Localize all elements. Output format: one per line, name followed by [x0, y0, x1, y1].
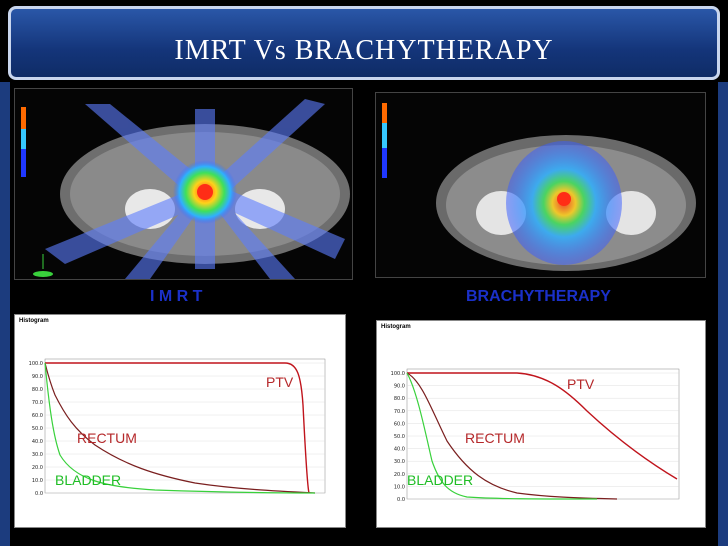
left_dvh-ytick: 90.0 — [32, 374, 43, 380]
imrt-dvh-chart: Histogram PTV RECTUM BLADDER 100.0 90.0 80… — [14, 314, 346, 528]
brachy-ct-image — [375, 92, 706, 278]
right_dvh-ytick: 10.0 — [394, 484, 405, 490]
slide-title: IMRT Vs BRACHYTHERAPY — [174, 35, 554, 66]
brachy-bladder-label: BLADDER — [407, 472, 473, 488]
left_dvh-ytick: 0.0 — [35, 491, 43, 497]
left_dvh-ytick: 10.0 — [32, 478, 43, 484]
brachy-histogram-header: Histogram — [381, 324, 411, 330]
left_dvh-ytick: 40.0 — [32, 439, 43, 445]
imrt-rectum-label: RECTUM — [77, 430, 137, 446]
right_dvh-ytick: 30.0 — [394, 459, 405, 465]
left_dvh-ytick: 70.0 — [32, 400, 43, 406]
right_dvh-ytick: 50.0 — [394, 434, 405, 440]
right_dvh-ytick: 100.0 — [391, 371, 405, 377]
right_dvh-ytick: 20.0 — [394, 472, 405, 478]
right_dvh-ytick: 90.0 — [394, 384, 405, 390]
brachy-ptv-curve — [407, 372, 678, 480]
brachy-bladder-curve — [406, 372, 598, 500]
right_dvh-ytick: 0.0 — [397, 497, 405, 503]
left_dvh-ytick: 30.0 — [32, 452, 43, 458]
imrt-histogram-header: Histogram — [19, 318, 49, 324]
left_dvh-ytick: 50.0 — [32, 426, 43, 432]
imrt-bladder-label: BLADDER — [55, 472, 121, 488]
right_dvh-ytick: 70.0 — [394, 409, 405, 415]
imrt-rectum-curve — [44, 362, 316, 494]
right_dvh-ytick: 60.0 — [394, 421, 405, 427]
imrt-bladder-curve — [44, 362, 316, 494]
left_dvh-ytick: 80.0 — [32, 387, 43, 393]
right_dvh-ytick: 40.0 — [394, 447, 405, 453]
imrt-label: I M R T — [150, 288, 203, 305]
imrt-ptv-label: PTV — [266, 374, 294, 390]
imrt-ptv-curve — [45, 362, 310, 494]
left_dvh-ytick: 100.0 — [29, 361, 43, 367]
brachy-rectum-curve — [406, 372, 618, 500]
imrt-ct-image — [14, 88, 353, 280]
left_dvh-ytick: 60.0 — [32, 413, 43, 419]
left_dvh-ytick: 20.0 — [32, 465, 43, 471]
left-border — [0, 82, 10, 546]
brachy-ptv-label: PTV — [567, 376, 595, 392]
title-bar: IMRT Vs BRACHYTHERAPY — [8, 6, 720, 80]
brachy-dvh-chart: Histogram PTV RECTUM BLADDER 100.0 90.0 80… — [376, 320, 706, 528]
right_dvh-ytick: 80.0 — [394, 396, 405, 402]
right-border — [718, 82, 728, 546]
brachy-label: BRACHYTHERAPY — [466, 288, 611, 305]
brachy-rectum-label: RECTUM — [465, 430, 525, 446]
